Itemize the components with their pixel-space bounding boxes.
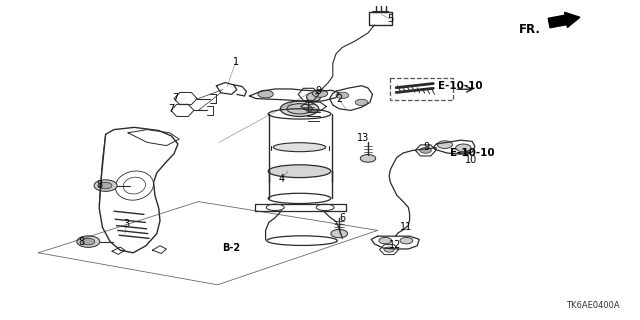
Text: B-2: B-2 [223, 243, 241, 253]
FancyArrow shape [548, 12, 580, 28]
Text: 7: 7 [168, 104, 175, 114]
Ellipse shape [400, 237, 413, 244]
Ellipse shape [379, 237, 392, 244]
Text: 13: 13 [357, 132, 370, 143]
Ellipse shape [355, 99, 368, 106]
Ellipse shape [360, 155, 376, 162]
Ellipse shape [280, 101, 319, 116]
Bar [390, 78, 453, 100]
Text: TK6AE0400A: TK6AE0400A [566, 301, 620, 310]
Ellipse shape [94, 180, 117, 191]
Text: 7: 7 [172, 92, 179, 103]
Ellipse shape [273, 143, 326, 152]
Ellipse shape [82, 238, 95, 245]
Text: 9: 9 [316, 86, 322, 96]
Ellipse shape [437, 141, 452, 148]
Ellipse shape [99, 182, 112, 189]
Text: 2: 2 [336, 94, 342, 104]
Text: 10: 10 [465, 155, 477, 165]
Text: 8: 8 [79, 236, 85, 247]
Text: E-10-10: E-10-10 [450, 148, 495, 158]
Ellipse shape [287, 104, 312, 114]
Text: 4: 4 [278, 174, 285, 184]
Text: 12: 12 [389, 240, 402, 250]
Text: E-10-10: E-10-10 [438, 81, 483, 91]
Ellipse shape [258, 90, 273, 98]
Ellipse shape [336, 92, 349, 99]
Text: 9: 9 [423, 142, 429, 152]
Ellipse shape [77, 236, 100, 247]
Text: 1: 1 [232, 57, 239, 68]
Text: 3: 3 [124, 219, 130, 229]
Text: FR.: FR. [519, 23, 541, 36]
Text: 8: 8 [96, 180, 102, 190]
Ellipse shape [312, 90, 328, 97]
Text: 6: 6 [339, 212, 346, 223]
Text: 5: 5 [387, 14, 394, 24]
Ellipse shape [331, 229, 348, 238]
Ellipse shape [456, 144, 471, 152]
Ellipse shape [307, 92, 321, 101]
Text: 11: 11 [399, 222, 412, 232]
Ellipse shape [268, 165, 331, 178]
Ellipse shape [420, 148, 431, 153]
Ellipse shape [384, 247, 394, 252]
